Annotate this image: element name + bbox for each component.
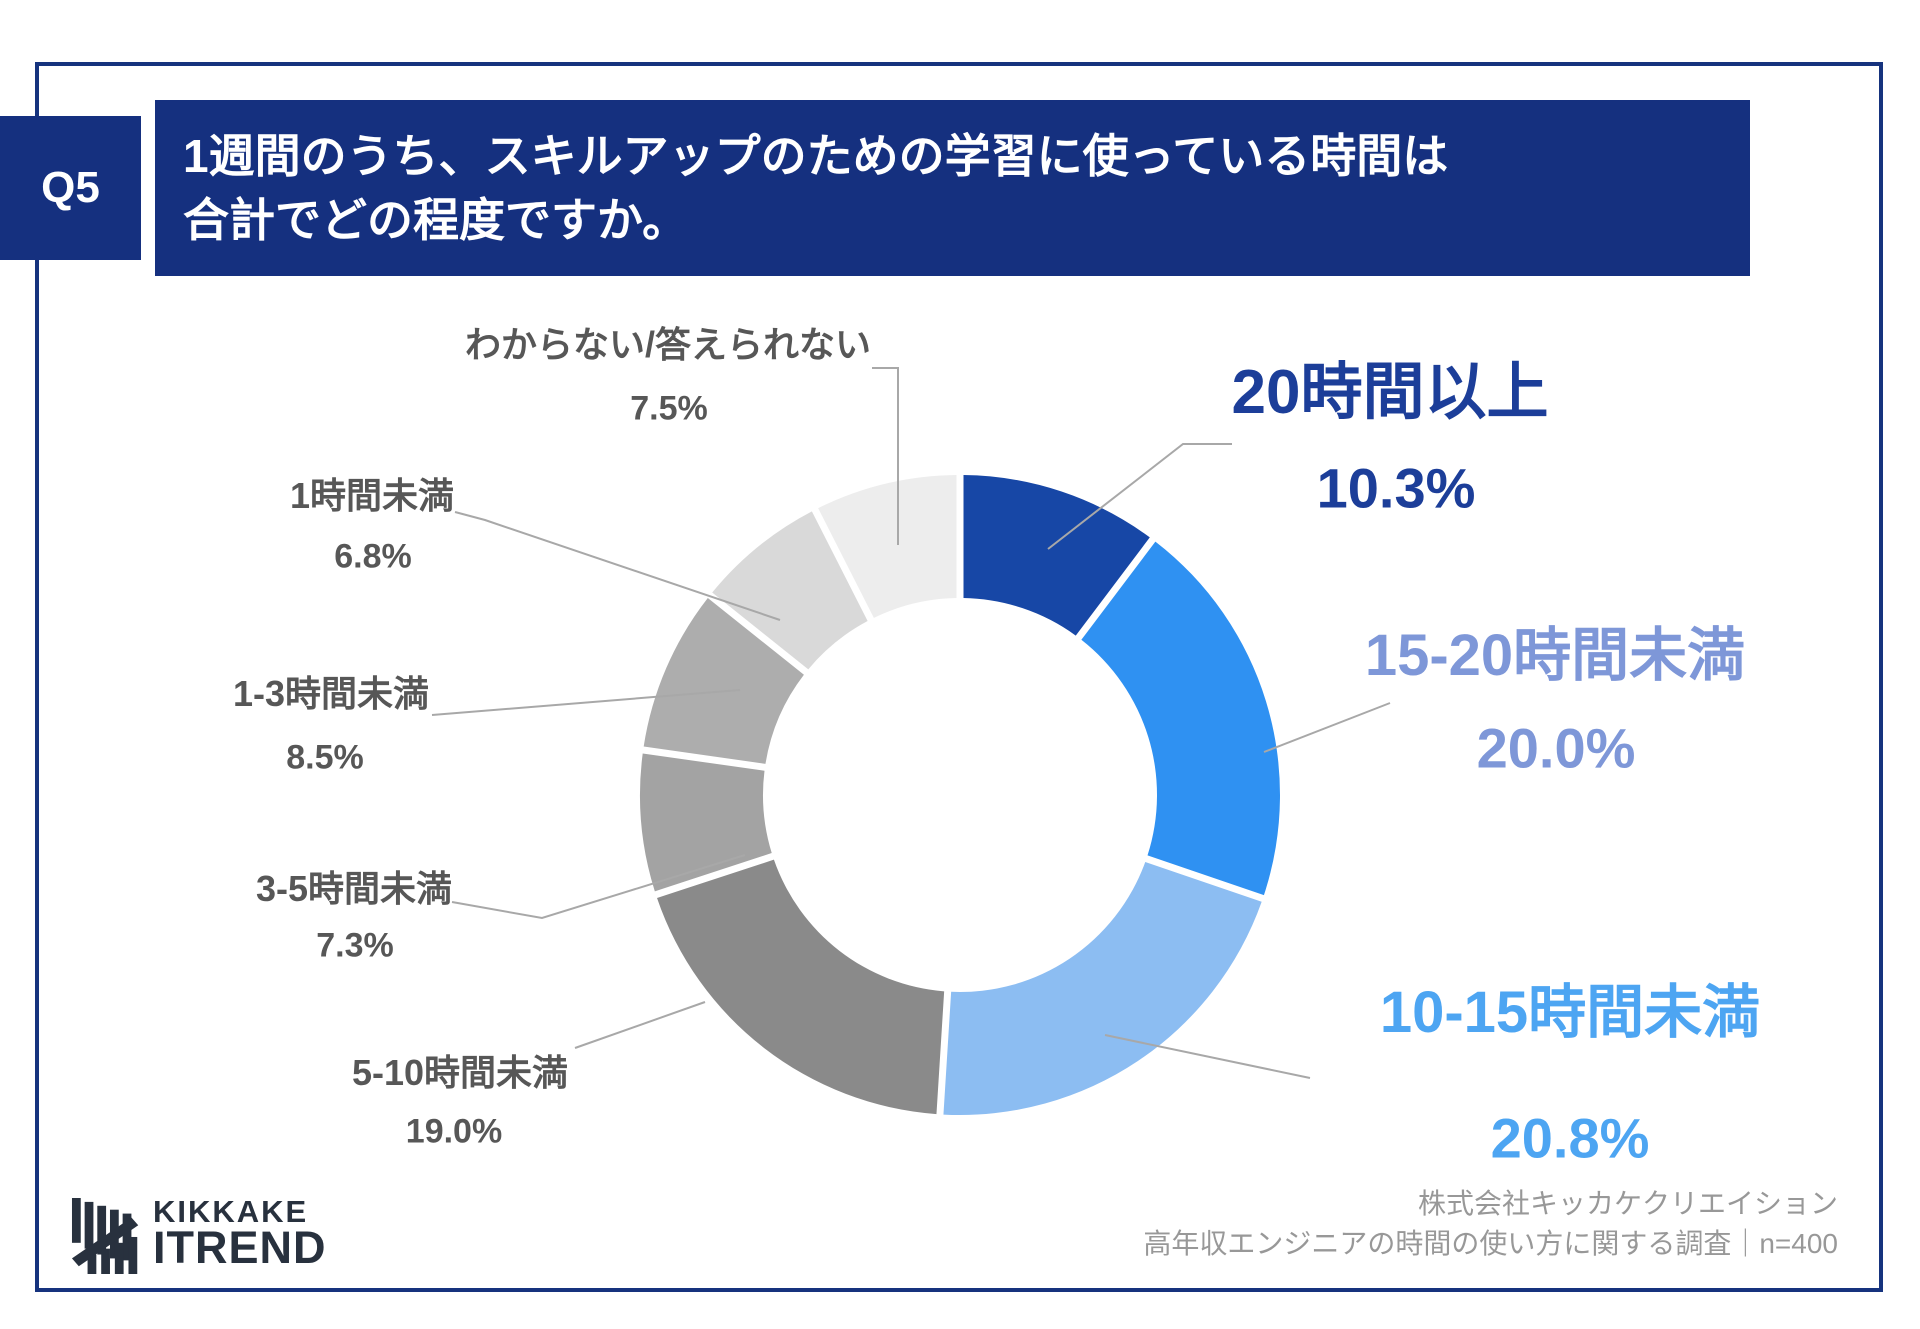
segment-value: 7.3% <box>316 926 394 965</box>
pie-slice <box>643 598 804 764</box>
credit-company: 株式会社キッカケクリエイション <box>1417 1188 1838 1219</box>
pie-slice <box>943 861 1262 1115</box>
segment-label: 10-15時間未満 <box>1379 980 1761 1045</box>
leader-line <box>1263 702 1391 753</box>
leader-line <box>872 367 899 545</box>
segment-value: 8.5% <box>286 738 364 777</box>
question-title-line2: 合計でどの程度ですか。 <box>183 194 689 246</box>
segment-value: 19.0% <box>405 1112 503 1151</box>
kikkake-logo-icon <box>71 1198 139 1274</box>
leader-line <box>454 511 781 621</box>
pie-slice <box>818 475 957 618</box>
brand-name-top: KIKKAKE <box>153 1194 309 1229</box>
survey-credit: 株式会社キッカケクリエイション 高年収エンジニアの時間の使い方に関する調査｜n=… <box>1143 1184 1838 1264</box>
segment-value: 20.0% <box>1476 716 1636 780</box>
question-number-box: Q5 <box>0 116 141 260</box>
segment-label: わからない/答えられない <box>464 324 872 365</box>
pie-slice <box>657 859 945 1115</box>
segment-label: 20時間以上 <box>1231 358 1549 427</box>
segment-value: 10.3% <box>1316 456 1476 520</box>
segment-label: 3-5時間未満 <box>255 868 453 909</box>
question-title-line1: 1週間のうち、スキルアップのための学習に使っている時間は <box>183 130 1449 182</box>
leader-line <box>574 1001 706 1049</box>
leader-line <box>451 854 746 920</box>
pie-slice <box>712 511 868 670</box>
leader-line <box>431 689 741 716</box>
segment-value: 6.8% <box>334 537 412 576</box>
segment-label: 15-20時間未満 <box>1364 623 1746 688</box>
segment-value: 20.8% <box>1490 1106 1650 1170</box>
leader-line <box>1104 1034 1311 1079</box>
question-number: Q5 <box>41 163 100 212</box>
segment-value: 7.5% <box>630 389 708 428</box>
segment-label: 1-3時間未満 <box>232 673 430 714</box>
segment-label: 1時間未満 <box>289 475 455 516</box>
question-title-banner: 1週間のうち、スキルアップのための学習に使っている時間は 合計でどの程度ですか。 <box>155 100 1750 276</box>
segment-label: 5-10時間未満 <box>351 1052 569 1093</box>
credit-survey: 高年収エンジニアの時間の使い方に関する調査｜n=400 <box>1143 1228 1838 1259</box>
pie-slice <box>963 475 1150 636</box>
brand-name-bottom: ITREND <box>153 1222 327 1273</box>
pie-slice <box>1081 541 1281 896</box>
leader-line <box>1047 443 1232 550</box>
